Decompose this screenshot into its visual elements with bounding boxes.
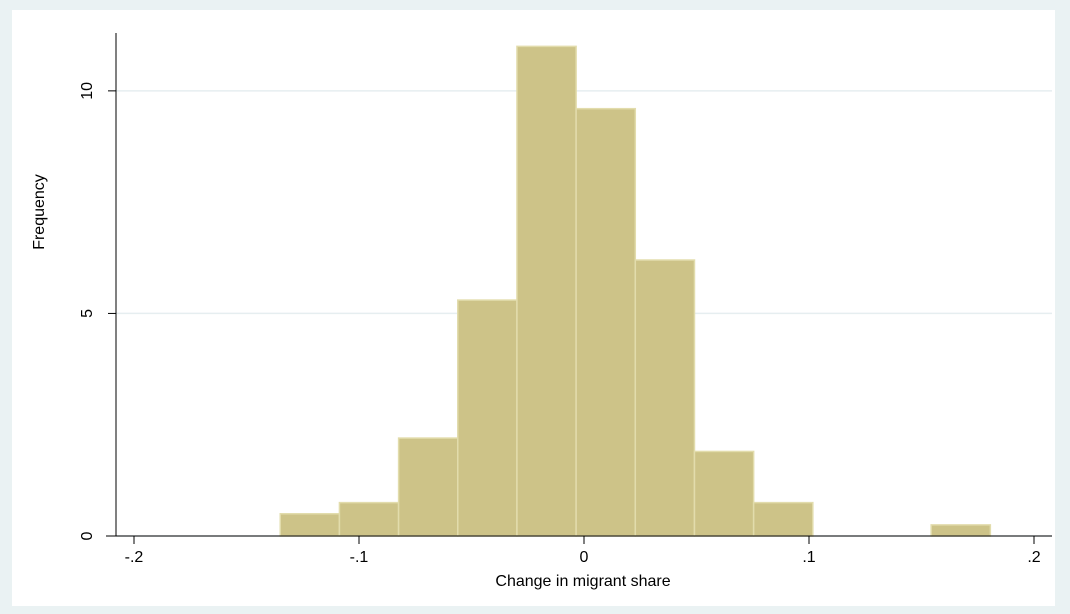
bar: [634, 259, 696, 537]
bar: [930, 524, 992, 537]
bar: [338, 501, 400, 537]
x-tick-label: 0: [580, 549, 589, 566]
y-tick-label: 10: [79, 82, 96, 100]
bar: [279, 512, 341, 537]
bar: [516, 45, 577, 537]
bar: [397, 437, 459, 537]
x-tick-label: .1: [802, 549, 815, 566]
bar: [752, 501, 814, 537]
x-tick-label: -.1: [350, 549, 369, 566]
x-tick-label: -.2: [125, 549, 144, 566]
x-tick-label: .2: [1027, 549, 1040, 566]
y-tick-label: 0: [79, 531, 96, 540]
bar: [457, 299, 518, 537]
y-axis-label: Frequency: [31, 174, 48, 250]
x-axis-label: Change in migrant share: [495, 573, 670, 590]
bar: [693, 450, 755, 537]
bar: [575, 107, 637, 537]
y-tick-label: 5: [79, 309, 96, 318]
